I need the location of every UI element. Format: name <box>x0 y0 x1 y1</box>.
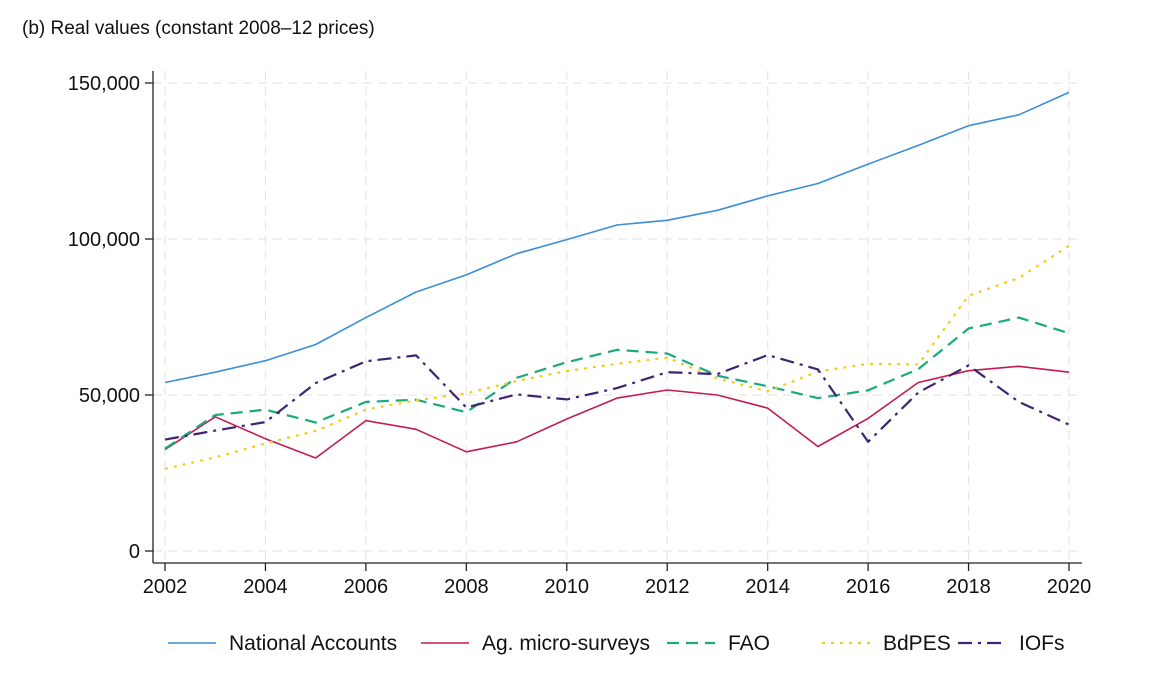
series-line-fao <box>164 316 1070 450</box>
chart-title: (b) Real values (constant 2008–12 prices… <box>22 18 375 39</box>
gridlines <box>153 71 1082 563</box>
y-tick-label: 0 <box>129 541 140 563</box>
x-tick-label: 2016 <box>846 576 891 598</box>
x-tick-label: 2020 <box>1047 576 1092 598</box>
x-tick-label: 2018 <box>946 576 991 598</box>
axes: 0 50,000 100,000 150,000 2002 2004 2006 2008 201… <box>68 71 1092 598</box>
series-lines <box>164 91 1070 470</box>
x-tick-label: 2006 <box>344 576 389 598</box>
legend-label: National Accounts <box>229 632 397 655</box>
legend-label: BdPES <box>883 632 951 655</box>
series-line-ag-micro-surveys <box>164 365 1070 459</box>
x-tick-label: 2002 <box>143 576 188 598</box>
x-tick-label: 2012 <box>645 576 690 598</box>
series-line-national-accounts <box>164 91 1070 384</box>
series-line-bdpes <box>164 244 1070 470</box>
legend-label: FAO <box>728 632 770 655</box>
x-tick-label: 2014 <box>745 576 790 598</box>
legend-label: IOFs <box>1019 632 1065 655</box>
y-tick-label: 100,000 <box>68 229 140 251</box>
legend-label: Ag. micro-surveys <box>482 632 650 655</box>
legend: National Accounts Ag. micro-surveys FAO BdP… <box>168 632 1065 655</box>
y-tick-label: 50,000 <box>79 385 140 407</box>
y-tick-label: 150,000 <box>68 73 140 95</box>
x-tick-label: 2004 <box>243 576 288 598</box>
x-tick-label: 2010 <box>545 576 590 598</box>
x-tick-label: 2008 <box>444 576 489 598</box>
series-line-iofs <box>164 354 1070 443</box>
